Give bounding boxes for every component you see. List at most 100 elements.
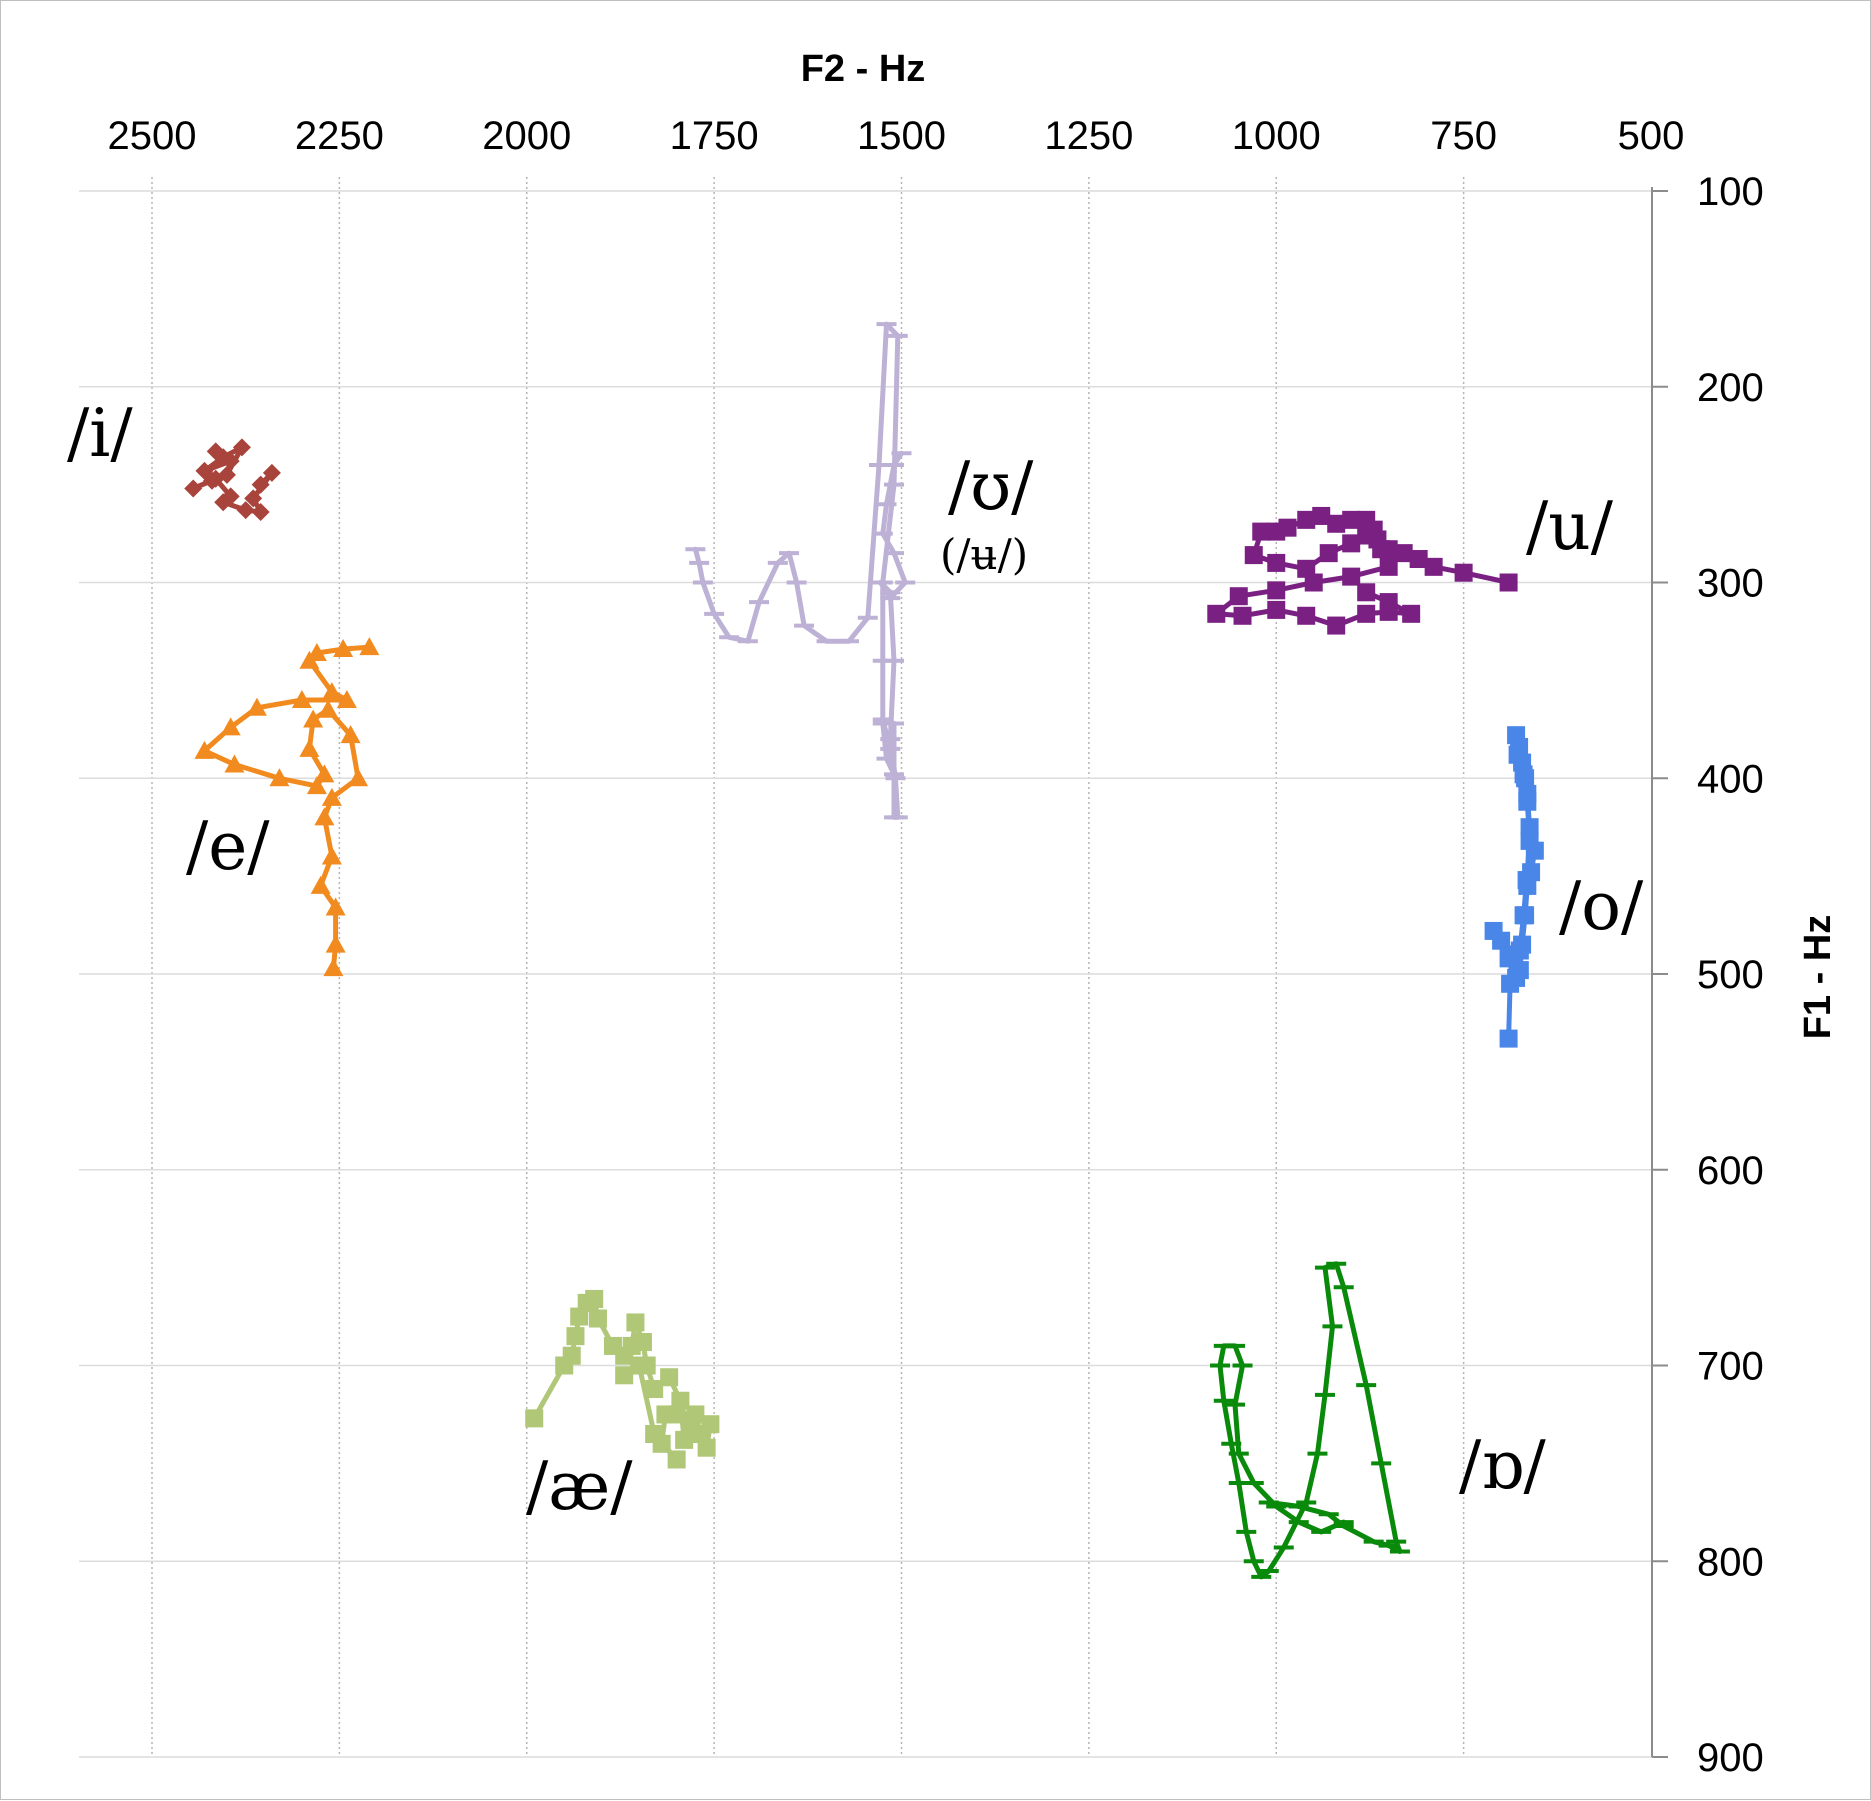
data-point xyxy=(291,689,312,708)
data-point xyxy=(1229,587,1248,606)
data-point xyxy=(686,1405,705,1424)
data-point xyxy=(1510,941,1529,960)
data-point xyxy=(1252,522,1271,541)
data-point xyxy=(232,438,251,457)
data-point xyxy=(244,489,263,508)
data-point xyxy=(1327,514,1346,533)
x-tick-label: 500 xyxy=(1618,114,1685,158)
series-ae xyxy=(525,1289,720,1469)
data-point xyxy=(626,1313,645,1332)
data-point xyxy=(314,764,335,783)
y-tick-label: 500 xyxy=(1697,953,1764,997)
data-point xyxy=(299,650,320,669)
x-tick-label: 2250 xyxy=(295,114,384,158)
data-point xyxy=(585,1289,604,1308)
data-point xyxy=(566,1327,585,1346)
y-tick-label: 400 xyxy=(1697,757,1764,801)
data-point xyxy=(1507,726,1526,745)
data-point xyxy=(1267,600,1286,619)
data-point xyxy=(1379,557,1398,576)
vowel-label-open-o: /ɒ/ xyxy=(1459,1427,1546,1504)
data-point xyxy=(1342,510,1361,529)
series-open-o xyxy=(1210,1261,1410,1580)
data-point xyxy=(314,807,335,826)
x-tick-label: 2000 xyxy=(482,114,571,158)
data-point xyxy=(262,463,281,482)
data-point xyxy=(333,639,354,658)
data-point xyxy=(336,689,357,708)
y-tick-label: 200 xyxy=(1697,366,1764,410)
data-point xyxy=(1517,871,1536,890)
data-point xyxy=(1267,581,1286,600)
vowel-label-o: /o/ xyxy=(1559,868,1644,945)
data-point xyxy=(1304,573,1323,592)
data-point xyxy=(1207,604,1226,623)
x-tick-label: 1750 xyxy=(670,114,759,158)
vowel-label-barred-u: (/ʉ/) xyxy=(940,530,1028,579)
data-point xyxy=(562,1346,581,1365)
data-point xyxy=(1379,540,1398,559)
data-point xyxy=(1267,522,1286,541)
data-point xyxy=(1520,818,1539,837)
vowel-label-u: /u/ xyxy=(1526,488,1614,565)
data-point xyxy=(1327,616,1346,635)
data-point xyxy=(1514,906,1533,925)
data-point xyxy=(671,1391,690,1410)
data-point xyxy=(1297,559,1316,578)
data-point xyxy=(1409,550,1428,569)
data-point xyxy=(246,697,267,716)
series-layer xyxy=(184,321,1544,1580)
data-point xyxy=(194,740,215,759)
y-tick-label: 300 xyxy=(1697,562,1764,606)
data-point xyxy=(645,1379,664,1398)
data-point xyxy=(1424,557,1443,576)
vowel-label-e: /e/ xyxy=(186,808,270,885)
data-point xyxy=(1394,544,1413,563)
data-point xyxy=(645,1425,664,1444)
data-point xyxy=(1484,921,1503,940)
data-point xyxy=(323,958,344,977)
x-axis-title: F2 - Hz xyxy=(801,48,926,90)
series-line xyxy=(692,321,908,820)
data-point xyxy=(303,709,324,728)
vowel-label-ae: /æ/ xyxy=(526,1448,633,1525)
data-point xyxy=(1342,567,1361,586)
data-point xyxy=(675,1430,694,1449)
x-tick-label: 1250 xyxy=(1044,114,1133,158)
data-point xyxy=(1520,831,1539,850)
data-point xyxy=(1402,604,1421,623)
data-point xyxy=(1518,792,1537,811)
x-tick-label: 750 xyxy=(1430,114,1497,158)
data-point xyxy=(269,768,290,787)
data-point xyxy=(321,682,342,701)
grid-layer xyxy=(79,177,1652,1758)
x-tick-label: 2500 xyxy=(108,114,197,158)
data-point xyxy=(348,768,369,787)
data-point xyxy=(1233,606,1252,625)
data-point xyxy=(325,934,346,953)
data-point xyxy=(321,787,342,806)
data-point xyxy=(633,1333,652,1352)
data-point xyxy=(1312,506,1331,525)
data-point xyxy=(310,875,331,894)
data-point xyxy=(570,1307,589,1326)
data-point xyxy=(667,1450,686,1469)
data-point xyxy=(214,493,233,512)
data-point xyxy=(1342,534,1361,553)
data-point xyxy=(656,1405,675,1424)
data-point xyxy=(236,501,255,520)
data-point xyxy=(1297,606,1316,625)
x-tick-label: 1500 xyxy=(857,114,946,158)
x-tick-label: 1000 xyxy=(1232,114,1321,158)
data-point xyxy=(1267,553,1286,572)
data-point xyxy=(1357,583,1376,602)
data-point xyxy=(588,1309,607,1328)
data-point xyxy=(1244,546,1263,565)
data-point xyxy=(1499,573,1518,592)
data-point xyxy=(1357,510,1376,529)
data-point xyxy=(299,738,320,757)
y-tick-label: 100 xyxy=(1697,170,1764,214)
data-point xyxy=(206,469,225,488)
data-point xyxy=(1297,510,1316,529)
